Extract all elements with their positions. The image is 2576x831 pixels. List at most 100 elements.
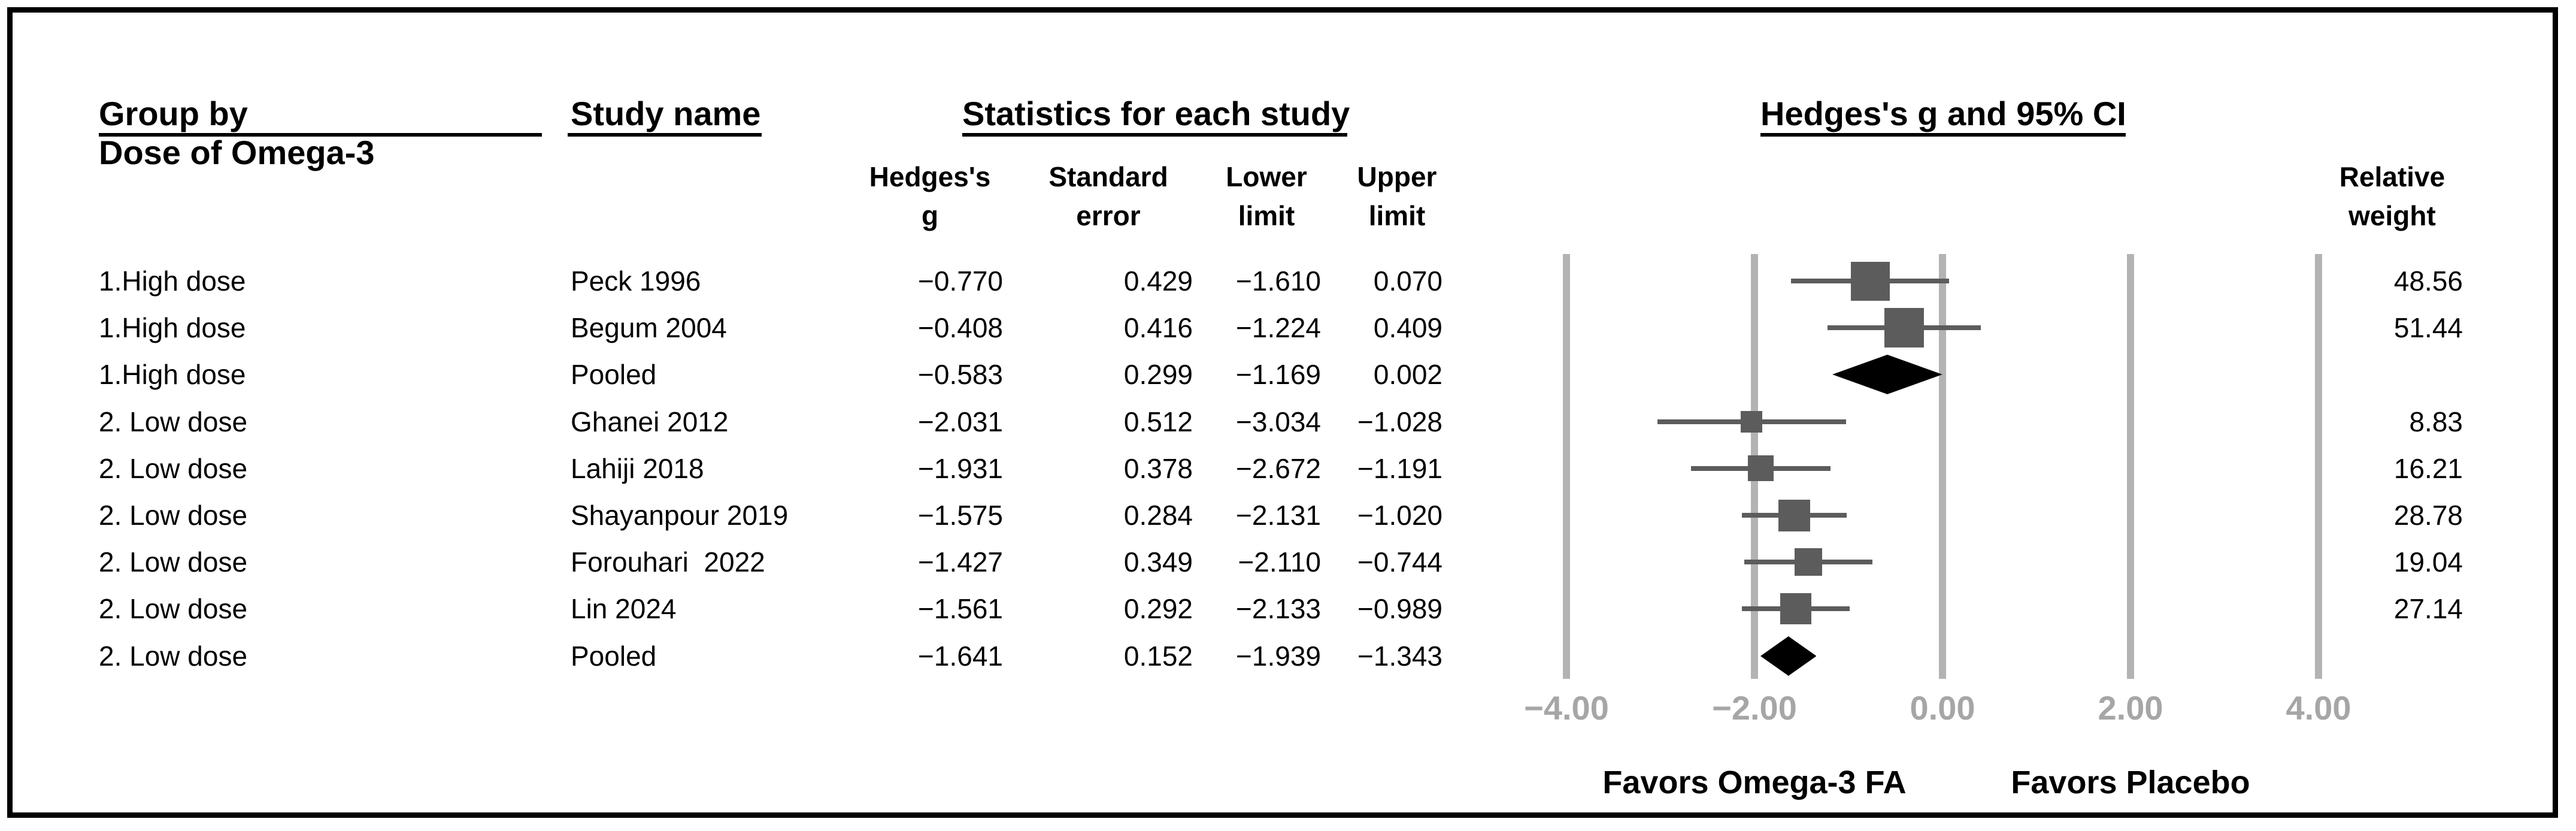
relative-weight-cell: 19.04 xyxy=(2393,546,2463,578)
axis-tick-label: 4.00 xyxy=(2286,689,2351,727)
study-cell: Begum 2004 xyxy=(571,312,727,344)
pooled-diamond xyxy=(1832,355,1943,395)
study-cell: Ghanei 2012 xyxy=(571,406,729,437)
pooled-diamond xyxy=(1760,636,1817,676)
group-cell: 1.High dose xyxy=(99,265,246,297)
upper-limit-cell: −0.989 xyxy=(1357,593,1442,625)
group-cell: 1.High dose xyxy=(99,312,246,344)
relative-weight-cell: 27.14 xyxy=(2393,593,2463,625)
hedges-g-cell: −0.583 xyxy=(918,359,1003,391)
axis-tick-label: −4.00 xyxy=(1524,689,1609,727)
stat-col-header-line2: error xyxy=(1076,200,1141,231)
group-by-subheader: Dose of Omega-3 xyxy=(99,134,375,171)
upper-limit-cell: −1.343 xyxy=(1357,640,1442,672)
study-cell: Lin 2024 xyxy=(571,593,677,625)
stat-col-header-line2: g xyxy=(921,200,939,231)
effect-size-square xyxy=(1741,411,1762,433)
standard-error-cell: 0.152 xyxy=(1123,640,1193,672)
upper-limit-cell: −1.028 xyxy=(1357,406,1442,437)
study-cell: Lahiji 2018 xyxy=(571,452,704,484)
effect-size-square xyxy=(1748,455,1774,481)
study-cell: Pooled xyxy=(571,640,657,672)
lower-limit-cell: −2.133 xyxy=(1236,593,1321,625)
relative-weight-cell: 28.78 xyxy=(2393,500,2463,531)
effect-size-square xyxy=(1778,500,1810,531)
plot-header-underline xyxy=(1760,133,2126,137)
standard-error-cell: 0.512 xyxy=(1123,406,1193,437)
effect-size-square xyxy=(1780,593,1811,624)
standard-error-cell: 0.378 xyxy=(1123,452,1193,484)
lower-limit-cell: −1.939 xyxy=(1236,640,1321,672)
stat-col-header-line1: Hedges's xyxy=(869,161,991,192)
lower-limit-cell: −1.224 xyxy=(1236,312,1321,344)
gridline xyxy=(1563,254,1570,679)
upper-limit-cell: −1.020 xyxy=(1357,500,1442,531)
favors-right-label: Favors Placebo xyxy=(2011,764,2250,800)
relative-weight-cell: 16.21 xyxy=(2393,452,2463,484)
study-cell: Shayanpour 2019 xyxy=(571,500,789,531)
axis-tick-label: 2.00 xyxy=(2098,689,2163,727)
statistics-underline xyxy=(962,133,1347,137)
gridline xyxy=(2127,254,2134,679)
group-cell: 2. Low dose xyxy=(99,640,248,672)
hedges-g-cell: −1.641 xyxy=(918,640,1003,672)
study-cell: Peck 1996 xyxy=(571,265,701,297)
group-by-header: Group by xyxy=(99,95,248,132)
upper-limit-cell: 0.070 xyxy=(1373,265,1442,297)
lower-limit-cell: −1.169 xyxy=(1236,359,1321,391)
stat-col-header-line1: Lower xyxy=(1226,161,1307,192)
axis-tick-label: 0.00 xyxy=(1910,689,1975,727)
hedges-g-cell: −0.770 xyxy=(918,265,1003,297)
group-cell: 1.High dose xyxy=(99,359,246,391)
upper-limit-cell: −0.744 xyxy=(1357,546,1442,578)
hedges-g-cell: −1.931 xyxy=(918,452,1003,484)
lower-limit-cell: −1.610 xyxy=(1236,265,1321,297)
study-name-header: Study name xyxy=(571,95,761,132)
lower-limit-cell: −2.672 xyxy=(1236,452,1321,484)
standard-error-cell: 0.292 xyxy=(1123,593,1193,625)
lower-limit-cell: −3.034 xyxy=(1236,406,1321,437)
lower-limit-cell: −2.131 xyxy=(1236,500,1321,531)
hedges-g-cell: −1.575 xyxy=(918,500,1003,531)
hedges-g-cell: −1.561 xyxy=(918,593,1003,625)
group-cell: 2. Low dose xyxy=(99,593,248,625)
upper-limit-cell: −1.191 xyxy=(1357,452,1442,484)
group-cell: 2. Low dose xyxy=(99,500,248,531)
stat-col-header-line2: limit xyxy=(1238,200,1295,231)
lower-limit-cell: −2.110 xyxy=(1238,546,1321,578)
upper-limit-cell: 0.002 xyxy=(1373,359,1442,391)
gridline xyxy=(2315,254,2322,679)
standard-error-cell: 0.299 xyxy=(1123,359,1193,391)
group-cell: 2. Low dose xyxy=(99,452,248,484)
group-cell: 2. Low dose xyxy=(99,546,248,578)
relative-weight-cell: 8.83 xyxy=(2409,406,2463,437)
standard-error-cell: 0.429 xyxy=(1123,265,1193,297)
stat-col-header-line2: limit xyxy=(1368,200,1426,231)
gridline xyxy=(1939,254,1946,679)
plot-header: Hedges's g and 95% CI xyxy=(1760,95,2126,132)
favors-left-label: Favors Omega-3 FA xyxy=(1602,764,1907,800)
relative-weight-header-line2: weight xyxy=(2348,200,2436,231)
standard-error-cell: 0.284 xyxy=(1123,500,1193,531)
relative-weight-header-line1: Relative xyxy=(2339,161,2445,192)
upper-limit-cell: 0.409 xyxy=(1373,312,1442,344)
hedges-g-cell: −0.408 xyxy=(918,312,1003,344)
hedges-g-cell: −2.031 xyxy=(918,406,1003,437)
stat-col-header-line1: Standard xyxy=(1048,161,1168,192)
standard-error-cell: 0.416 xyxy=(1123,312,1193,344)
relative-weight-cell: 51.44 xyxy=(2393,312,2463,344)
effect-size-square xyxy=(1884,308,1924,347)
statistics-header: Statistics for each study xyxy=(962,95,1350,132)
axis-tick-label: −2.00 xyxy=(1712,689,1797,727)
hedges-g-cell: −1.427 xyxy=(918,546,1003,578)
study-name-underline xyxy=(568,133,762,137)
effect-size-square xyxy=(1795,548,1822,576)
relative-weight-cell: 48.56 xyxy=(2393,265,2463,297)
group-cell: 2. Low dose xyxy=(99,406,248,437)
effect-size-square xyxy=(1851,262,1890,301)
figure-border xyxy=(7,7,2558,818)
study-cell: Forouhari 2022 xyxy=(571,546,765,578)
stat-col-header-line1: Upper xyxy=(1357,161,1437,192)
group-by-underline xyxy=(99,133,542,137)
